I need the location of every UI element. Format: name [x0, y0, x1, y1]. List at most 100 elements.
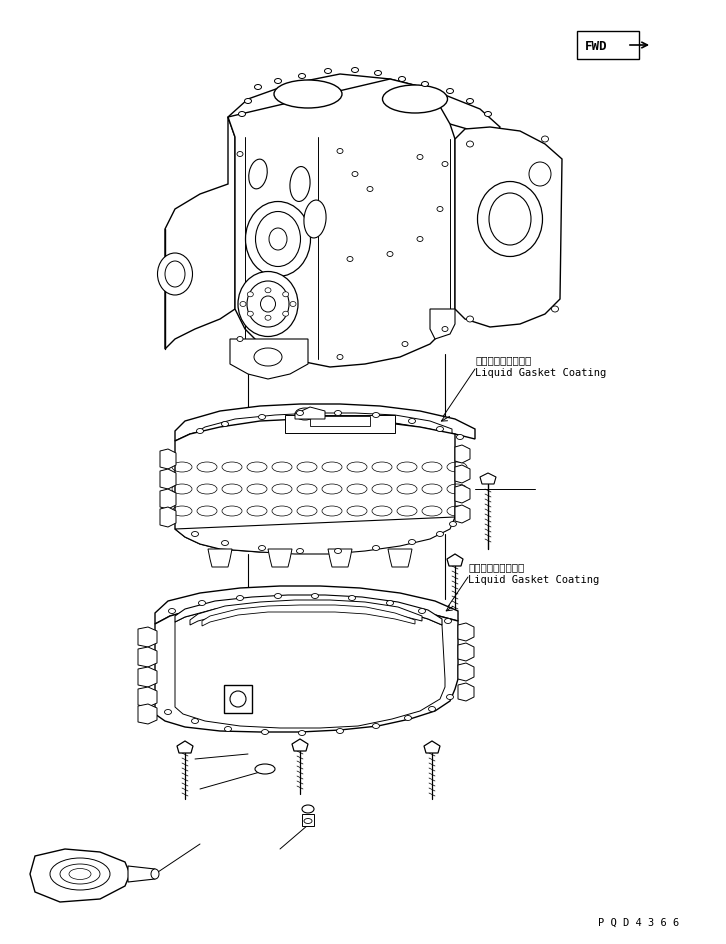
Ellipse shape	[269, 228, 287, 251]
Text: Liquid Gasket Coating: Liquid Gasket Coating	[475, 367, 606, 378]
Ellipse shape	[158, 254, 192, 295]
Ellipse shape	[337, 355, 343, 360]
Polygon shape	[208, 549, 232, 567]
Polygon shape	[228, 75, 500, 138]
Polygon shape	[160, 508, 176, 528]
Ellipse shape	[372, 413, 380, 418]
Polygon shape	[155, 601, 458, 733]
Polygon shape	[430, 310, 455, 340]
Ellipse shape	[367, 187, 373, 193]
Polygon shape	[228, 80, 455, 367]
Ellipse shape	[237, 337, 243, 342]
Ellipse shape	[409, 540, 415, 545]
Ellipse shape	[249, 160, 267, 190]
Polygon shape	[175, 419, 455, 552]
Polygon shape	[30, 849, 130, 902]
Polygon shape	[138, 687, 157, 707]
Polygon shape	[202, 605, 415, 626]
Polygon shape	[195, 413, 452, 440]
Ellipse shape	[261, 296, 275, 312]
Ellipse shape	[372, 724, 380, 729]
Ellipse shape	[168, 609, 176, 614]
Polygon shape	[455, 505, 470, 523]
Polygon shape	[175, 596, 442, 625]
Ellipse shape	[529, 162, 551, 187]
Polygon shape	[138, 628, 157, 648]
Ellipse shape	[221, 422, 229, 427]
Ellipse shape	[282, 293, 289, 297]
Ellipse shape	[290, 167, 310, 202]
Ellipse shape	[165, 261, 185, 288]
Polygon shape	[424, 741, 440, 753]
Ellipse shape	[165, 710, 171, 715]
Ellipse shape	[151, 869, 159, 879]
Ellipse shape	[274, 79, 282, 84]
Ellipse shape	[467, 142, 473, 148]
Polygon shape	[458, 683, 474, 701]
Ellipse shape	[387, 252, 393, 257]
Polygon shape	[155, 586, 458, 624]
Ellipse shape	[404, 716, 412, 720]
Ellipse shape	[352, 173, 358, 177]
Ellipse shape	[436, 531, 444, 537]
Polygon shape	[138, 704, 157, 724]
Ellipse shape	[399, 77, 406, 82]
Ellipse shape	[261, 730, 269, 734]
Ellipse shape	[402, 342, 408, 347]
Ellipse shape	[478, 182, 542, 257]
Ellipse shape	[418, 609, 425, 614]
Polygon shape	[175, 603, 445, 728]
Ellipse shape	[489, 194, 531, 245]
Ellipse shape	[348, 596, 356, 601]
Ellipse shape	[347, 257, 353, 262]
Ellipse shape	[247, 281, 289, 328]
Ellipse shape	[409, 419, 415, 424]
Ellipse shape	[238, 272, 298, 337]
Ellipse shape	[265, 289, 271, 294]
Ellipse shape	[304, 818, 312, 823]
Text: FWD: FWD	[585, 40, 608, 53]
Polygon shape	[458, 643, 474, 662]
Ellipse shape	[258, 546, 266, 551]
Ellipse shape	[442, 162, 448, 167]
Polygon shape	[138, 648, 157, 667]
Ellipse shape	[304, 201, 326, 239]
Ellipse shape	[192, 718, 198, 724]
Polygon shape	[458, 623, 474, 641]
Ellipse shape	[274, 81, 342, 109]
Ellipse shape	[437, 208, 443, 212]
Polygon shape	[388, 549, 412, 567]
Ellipse shape	[239, 112, 245, 117]
Ellipse shape	[337, 149, 343, 154]
Polygon shape	[230, 340, 308, 379]
Ellipse shape	[372, 546, 380, 551]
Ellipse shape	[446, 695, 454, 700]
Ellipse shape	[298, 75, 306, 79]
Bar	[310, 416, 370, 427]
Ellipse shape	[335, 548, 341, 554]
Polygon shape	[160, 449, 176, 469]
Ellipse shape	[258, 415, 266, 420]
Ellipse shape	[484, 112, 492, 117]
Ellipse shape	[298, 731, 306, 735]
Ellipse shape	[296, 411, 303, 416]
Ellipse shape	[197, 429, 203, 434]
Ellipse shape	[290, 302, 296, 307]
Polygon shape	[175, 405, 475, 442]
Polygon shape	[295, 408, 325, 419]
Ellipse shape	[296, 548, 303, 554]
Ellipse shape	[295, 409, 315, 421]
Ellipse shape	[245, 202, 311, 278]
Ellipse shape	[467, 316, 473, 323]
Text: 液状ガスケット塗布: 液状ガスケット塗布	[475, 355, 531, 364]
Polygon shape	[268, 549, 292, 567]
Ellipse shape	[325, 70, 332, 75]
Ellipse shape	[552, 307, 558, 312]
Ellipse shape	[254, 348, 282, 366]
Ellipse shape	[245, 99, 251, 105]
Ellipse shape	[428, 707, 436, 712]
Polygon shape	[224, 685, 252, 714]
Polygon shape	[447, 554, 463, 566]
Polygon shape	[138, 667, 157, 687]
Polygon shape	[458, 664, 474, 682]
